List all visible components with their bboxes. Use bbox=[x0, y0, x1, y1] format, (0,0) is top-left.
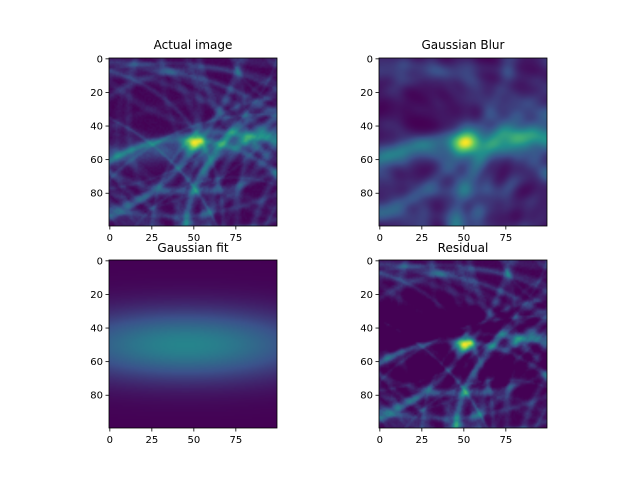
panel-gaussian-blur: Gaussian Blur 0 25 50 75 0 20 40 60 80 bbox=[360, 38, 548, 244]
y-tick-label: 0 bbox=[367, 256, 373, 267]
panel-title: Gaussian fit bbox=[157, 241, 228, 255]
y-tick-label: 40 bbox=[360, 324, 373, 335]
y-axis: 0 20 40 60 80 bbox=[360, 54, 379, 200]
y-axis: 0 20 40 60 80 bbox=[360, 256, 379, 402]
y-tick-label: 40 bbox=[360, 122, 373, 133]
axes-frame bbox=[378, 57, 548, 227]
y-tick-label: 20 bbox=[90, 88, 103, 99]
y-tick-label: 20 bbox=[360, 88, 373, 99]
y-tick-label: 0 bbox=[97, 54, 103, 65]
y-tick-label: 80 bbox=[90, 189, 103, 200]
y-axis: 0 20 40 60 80 bbox=[90, 256, 109, 402]
y-tick-label: 0 bbox=[97, 256, 103, 267]
x-tick-label: 75 bbox=[499, 233, 512, 244]
x-axis: 0 25 50 75 bbox=[377, 226, 512, 244]
x-tick-label: 0 bbox=[107, 435, 113, 446]
y-tick-label: 40 bbox=[90, 122, 103, 133]
x-axis: 0 25 50 75 bbox=[107, 226, 242, 244]
axes-frame bbox=[108, 57, 278, 227]
x-tick-label: 50 bbox=[187, 435, 200, 446]
panel-gaussian-fit: Gaussian fit 0 25 50 75 0 20 40 60 80 bbox=[90, 241, 278, 446]
x-tick-label: 25 bbox=[145, 233, 158, 244]
x-tick-label: 75 bbox=[499, 435, 512, 446]
x-tick-label: 50 bbox=[457, 435, 470, 446]
x-axis: 0 25 50 75 bbox=[377, 428, 512, 446]
panel-title: Actual image bbox=[154, 38, 233, 52]
panel-title: Gaussian Blur bbox=[422, 38, 505, 52]
panel-title: Residual bbox=[438, 241, 489, 255]
x-tick-label: 50 bbox=[457, 233, 470, 244]
x-tick-label: 25 bbox=[415, 435, 428, 446]
heatmap-image bbox=[109, 260, 277, 428]
y-tick-label: 80 bbox=[90, 391, 103, 402]
y-tick-label: 60 bbox=[90, 357, 103, 368]
y-tick-label: 20 bbox=[360, 290, 373, 301]
y-axis: 0 20 40 60 80 bbox=[90, 54, 109, 200]
axes-frame bbox=[108, 259, 278, 429]
panel-residual: Residual 0 25 50 75 0 20 40 60 80 bbox=[360, 241, 548, 446]
y-tick-label: 80 bbox=[360, 189, 373, 200]
x-tick-label: 25 bbox=[415, 233, 428, 244]
x-tick-label: 75 bbox=[229, 435, 242, 446]
x-tick-label: 25 bbox=[145, 435, 158, 446]
y-tick-label: 80 bbox=[360, 391, 373, 402]
y-tick-label: 60 bbox=[90, 155, 103, 166]
x-tick-label: 0 bbox=[107, 233, 113, 244]
y-tick-label: 20 bbox=[90, 290, 103, 301]
heatmap-image bbox=[109, 58, 277, 226]
panel-actual-image: Actual image 0 25 50 75 0 20 40 60 80 bbox=[90, 38, 278, 244]
x-axis: 0 25 50 75 bbox=[107, 428, 242, 446]
heatmap-image bbox=[379, 58, 547, 226]
y-tick-label: 60 bbox=[360, 155, 373, 166]
y-tick-label: 40 bbox=[90, 324, 103, 335]
heatmap-image bbox=[379, 260, 547, 428]
x-tick-label: 50 bbox=[187, 233, 200, 244]
x-tick-label: 75 bbox=[229, 233, 242, 244]
axes-frame bbox=[378, 259, 548, 429]
y-tick-label: 60 bbox=[360, 357, 373, 368]
x-tick-label: 0 bbox=[377, 435, 383, 446]
x-tick-label: 0 bbox=[377, 233, 383, 244]
y-tick-label: 0 bbox=[367, 54, 373, 65]
